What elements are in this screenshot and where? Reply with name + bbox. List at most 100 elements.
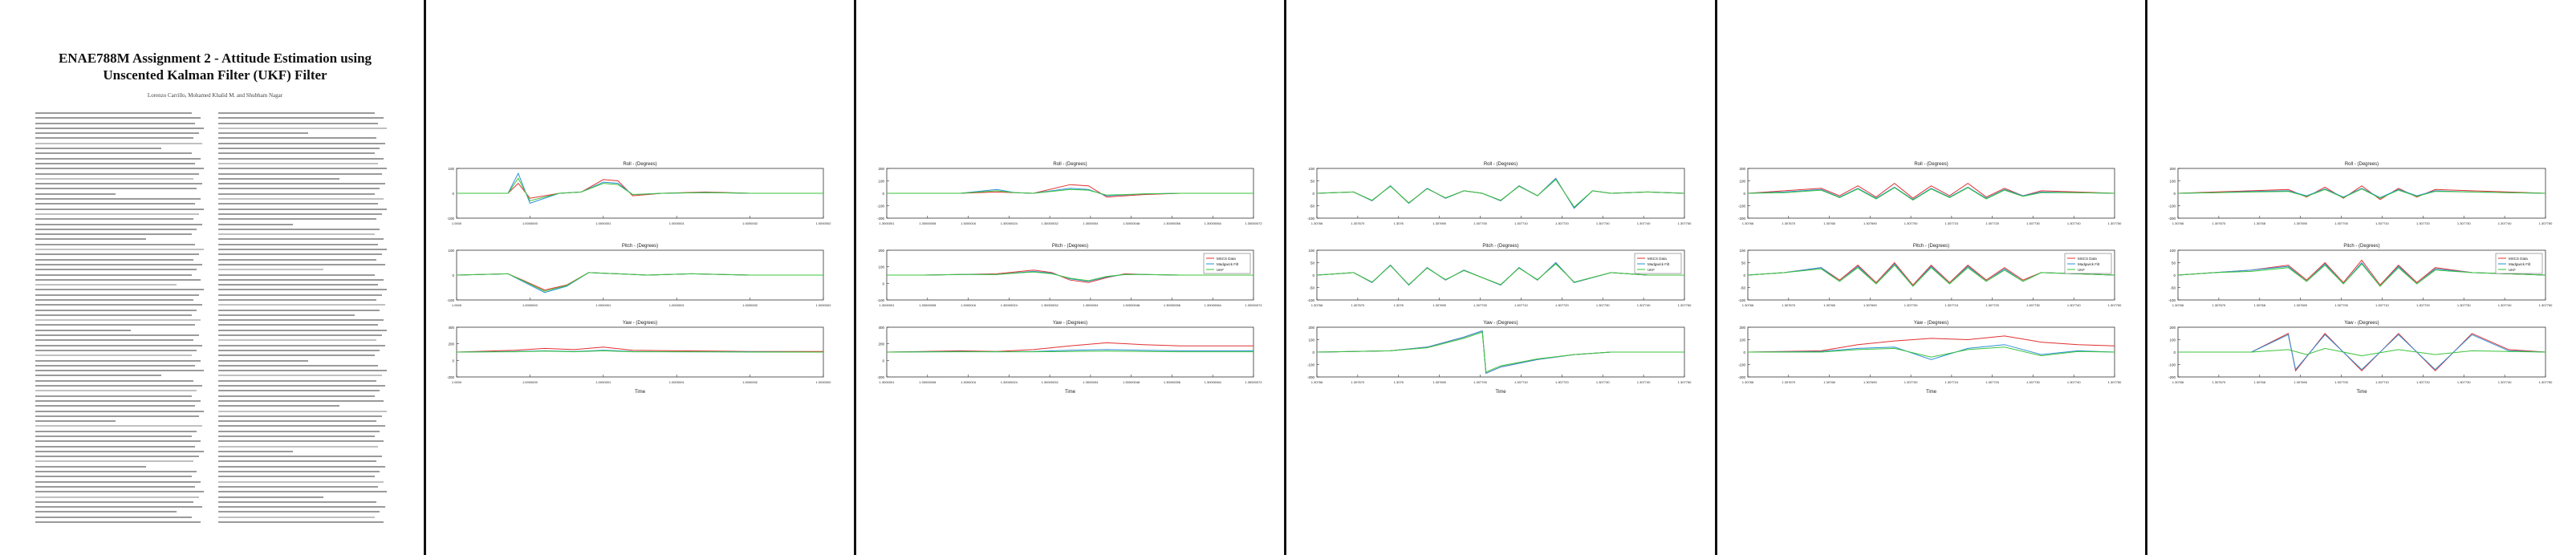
text-line — [35, 304, 202, 306]
text-line — [35, 168, 204, 170]
x-tick-label: 1.30766 — [2172, 380, 2184, 384]
series-line — [456, 346, 823, 353]
y-tick-label: -200 — [2168, 375, 2176, 379]
text-line — [218, 399, 384, 402]
x-tick-label: 1.30000008 — [919, 380, 937, 384]
text-line — [35, 485, 196, 488]
text-line — [35, 425, 202, 427]
y-tick-label: -100 — [1738, 363, 1746, 367]
y-tick-label: -100 — [1738, 205, 1746, 209]
x-tick-label: 1.307720 — [1985, 380, 1999, 384]
series-line — [1316, 177, 1685, 209]
x-tick-label: 1.307700 — [1904, 303, 1918, 307]
series-line — [2178, 334, 2546, 371]
text-line — [35, 480, 201, 483]
x-tick-label: 1.0000 — [452, 221, 462, 225]
text-line — [218, 435, 376, 437]
x-tick-label: 1.307670 — [1782, 380, 1795, 384]
text-line — [35, 253, 199, 256]
x-tick-label: 1.307730 — [2457, 303, 2471, 307]
text-line — [218, 314, 355, 316]
text-line — [218, 142, 385, 144]
text-line — [218, 269, 324, 271]
text-line — [218, 511, 380, 513]
text-line — [218, 263, 385, 265]
text-line — [35, 148, 161, 150]
text-line — [35, 359, 201, 362]
x-tick-label: 1.30766 — [2172, 221, 2184, 225]
x-tick-label: 1.307750 — [2539, 221, 2553, 225]
x-tick-label: 1.3000016 — [961, 221, 977, 225]
text-line — [218, 359, 309, 362]
x-tick-label: 1.30000072 — [1245, 303, 1262, 307]
y-tick-label: -100 — [1738, 298, 1746, 302]
y-tick-label: 100 — [1739, 180, 1745, 184]
text-line — [35, 294, 199, 296]
x-tick-label: 1.307700 — [2334, 221, 2348, 225]
text-line — [35, 117, 201, 120]
y-tick-label: 200 — [448, 342, 454, 346]
text-line — [35, 213, 199, 215]
text-line — [35, 364, 196, 367]
x-tick-label: 1.0000002 — [816, 380, 832, 384]
legend-entry: UKF — [1217, 268, 1224, 272]
x-tick-label: 1.307720 — [2416, 221, 2430, 225]
x-tick-label: 1.307670 — [2212, 380, 2226, 384]
legend-entry: MSCS Data — [2078, 257, 2097, 261]
x-tick-label: 1.0000002 — [816, 303, 832, 307]
text-line — [218, 364, 379, 367]
x-axis-label: Time — [1926, 390, 1937, 395]
text-line — [35, 410, 204, 412]
y-tick-label: 0 — [452, 359, 454, 363]
text-line — [218, 385, 385, 387]
y-tick-label: -100 — [2168, 363, 2176, 367]
text-line — [35, 223, 202, 225]
y-tick-label: -200 — [1307, 375, 1315, 379]
x-tick-label: 1.307700 — [2334, 380, 2348, 384]
y-tick-label: 50 — [1310, 180, 1315, 184]
x-tick-label: 1.30000064 — [1205, 380, 1222, 384]
text-line — [35, 188, 197, 190]
x-tick-label: 1.0000002 — [742, 303, 758, 307]
text-line — [218, 183, 385, 185]
text-line — [218, 233, 376, 236]
text-line — [218, 258, 377, 261]
x-tick-label: 1.30766 — [2172, 303, 2184, 307]
text-line — [35, 465, 146, 468]
y-tick-label: 0 — [882, 192, 884, 196]
x-tick-label: 1.0000002 — [742, 380, 758, 384]
x-tick-label: 1.307710 — [2375, 221, 2389, 225]
text-line — [35, 390, 197, 392]
text-line — [35, 298, 194, 301]
x-tick-label: 1.0000 — [452, 303, 462, 307]
y-tick-label: -100 — [877, 205, 885, 209]
x-tick-label: 1.30766 — [1742, 221, 1754, 225]
text-line — [218, 344, 385, 346]
text-line — [35, 445, 196, 448]
text-line — [218, 405, 339, 407]
text-line — [35, 435, 193, 437]
x-tick-label: 1.307730 — [1596, 303, 1610, 307]
text-line — [35, 440, 201, 443]
x-axis-label: Time — [635, 390, 646, 395]
subplot-title: Pitch - (Degrees) — [622, 244, 658, 249]
x-tick-label: 1.307710 — [1514, 221, 1528, 225]
text-line — [218, 456, 382, 458]
text-line — [218, 349, 380, 351]
series-line — [2177, 185, 2546, 201]
text-line — [218, 506, 385, 508]
y-tick-label: 0 — [2173, 192, 2176, 196]
y-tick-label: 0 — [882, 282, 884, 286]
text-line — [35, 243, 196, 245]
text-line — [35, 112, 193, 114]
x-tick-label: 1.307730 — [2026, 221, 2040, 225]
y-tick-label: 200 — [1739, 167, 1745, 171]
series-line — [1747, 186, 2115, 201]
series-line — [887, 271, 1253, 282]
text-line — [35, 324, 196, 326]
text-line — [35, 203, 196, 205]
